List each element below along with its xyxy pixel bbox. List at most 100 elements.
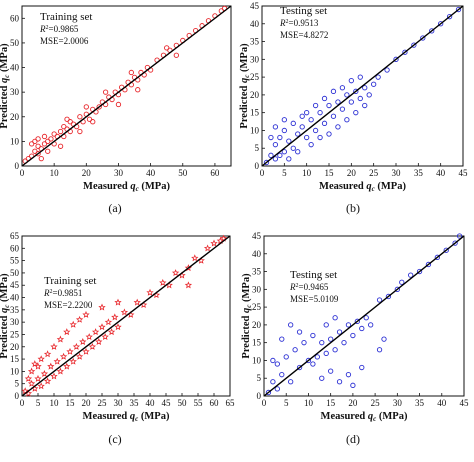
data-point	[50, 342, 58, 350]
data-point	[263, 159, 270, 166]
panel-caption: (b)	[346, 201, 360, 215]
data-point	[376, 297, 383, 303]
x-tick-label: 20	[347, 168, 357, 178]
y-tick-label: 0	[15, 161, 20, 171]
x-tick-label: 50	[178, 398, 188, 408]
data-point	[288, 379, 294, 385]
data-point	[281, 127, 287, 134]
data-point	[102, 89, 109, 95]
data-point	[362, 85, 368, 91]
data-point	[332, 347, 338, 353]
y-tick-label: 0	[257, 391, 262, 401]
y-tick-label: 10	[252, 355, 262, 365]
x-tick-label: 25	[369, 168, 379, 178]
data-point	[323, 350, 329, 356]
data-point	[310, 332, 316, 339]
y-tick-label: 45	[252, 231, 262, 241]
data-point	[312, 102, 319, 109]
y-tick-label: 15	[10, 354, 20, 364]
data-point	[104, 318, 113, 326]
x-tick-label: 30	[114, 398, 124, 408]
data-point	[393, 56, 399, 62]
data-point	[354, 318, 360, 324]
data-point	[328, 336, 334, 342]
data-point	[371, 81, 377, 87]
data-point	[296, 364, 303, 371]
data-point	[120, 308, 129, 316]
data-point	[353, 88, 359, 94]
annotation-set-name: Training set	[40, 11, 92, 23]
data-point	[299, 113, 305, 119]
data-point	[34, 362, 42, 370]
data-point	[69, 320, 77, 328]
x-tick-label: 20	[348, 398, 358, 408]
chart-panel-b: 0 5 10 15 20 25 30 35 40 45 0 5 10 15 20 25 30 35 40 45 Meas…	[239, 1, 468, 215]
chart-panel-d: 0 5 10 15 20 25 30 35 40 45 0 5 10 15 20 25 30 35 40 45 Meas…	[241, 231, 469, 446]
data-point	[283, 354, 289, 360]
x-tick-label: 50	[178, 168, 188, 178]
annotation-mse: MSE=4.8272	[280, 30, 328, 40]
data-point	[50, 372, 58, 380]
y-axis-label: Predicted qc (MPa)	[0, 273, 11, 359]
fit-line	[261, 5, 464, 167]
y-tick-label: 50	[10, 268, 20, 278]
data-point	[90, 119, 96, 125]
x-tick-label: 15	[326, 398, 336, 408]
data-point	[47, 362, 55, 370]
data-point	[35, 151, 41, 157]
annotation-r2: R2=0.9865	[39, 24, 79, 34]
data-point	[135, 87, 141, 93]
data-point	[336, 329, 343, 335]
data-point	[91, 328, 100, 336]
data-point	[336, 379, 343, 385]
data-point	[107, 328, 116, 336]
data-point	[277, 152, 283, 158]
y-tick-label: 45	[10, 280, 20, 290]
x-tick-label: 5	[36, 398, 41, 408]
data-point	[279, 372, 285, 378]
data-point	[345, 322, 352, 328]
fit-line	[21, 5, 232, 167]
data-point	[268, 152, 274, 158]
y-tick-label: 30	[10, 87, 20, 97]
data-point	[133, 298, 141, 306]
data-point	[69, 357, 77, 365]
data-point	[290, 120, 296, 126]
data-point	[98, 303, 106, 311]
data-point	[416, 268, 423, 275]
annotation-mse: MSE=2.0006	[40, 36, 89, 46]
data-points	[263, 6, 462, 166]
data-point	[43, 350, 52, 358]
annotation-mse: MSE=2.2200	[44, 300, 93, 310]
data-point	[314, 354, 320, 360]
data-point	[27, 379, 36, 387]
data-point	[308, 117, 314, 123]
data-point	[348, 99, 354, 105]
annotation-set-name: Testing set	[280, 5, 327, 17]
data-point	[272, 156, 279, 162]
x-tick-label: 40	[146, 398, 156, 408]
x-tick-label: 40	[146, 168, 156, 178]
data-point	[56, 367, 65, 375]
y-axis-label: Predicted qc (MPa)	[0, 43, 11, 129]
data-point	[83, 104, 89, 110]
y-tick-label: 10	[250, 125, 260, 135]
data-point	[339, 106, 346, 112]
data-point	[77, 114, 83, 120]
data-point	[330, 113, 337, 119]
data-point	[434, 254, 440, 260]
y-tick-label: 35	[250, 37, 260, 47]
x-tick-label: 25	[98, 398, 108, 408]
data-point	[359, 325, 365, 332]
data-point	[85, 333, 93, 341]
data-point	[286, 156, 292, 162]
y-tick-label: 20	[252, 320, 262, 330]
data-point	[286, 138, 292, 144]
x-tick-label: 35	[130, 398, 140, 408]
data-point	[95, 338, 103, 345]
x-tick-label: 10	[50, 168, 60, 178]
y-tick-label: 0	[255, 161, 260, 171]
x-tick-label: 10	[302, 168, 312, 178]
data-point	[24, 374, 33, 382]
annotation-r2: R2=0.9513	[279, 18, 319, 28]
